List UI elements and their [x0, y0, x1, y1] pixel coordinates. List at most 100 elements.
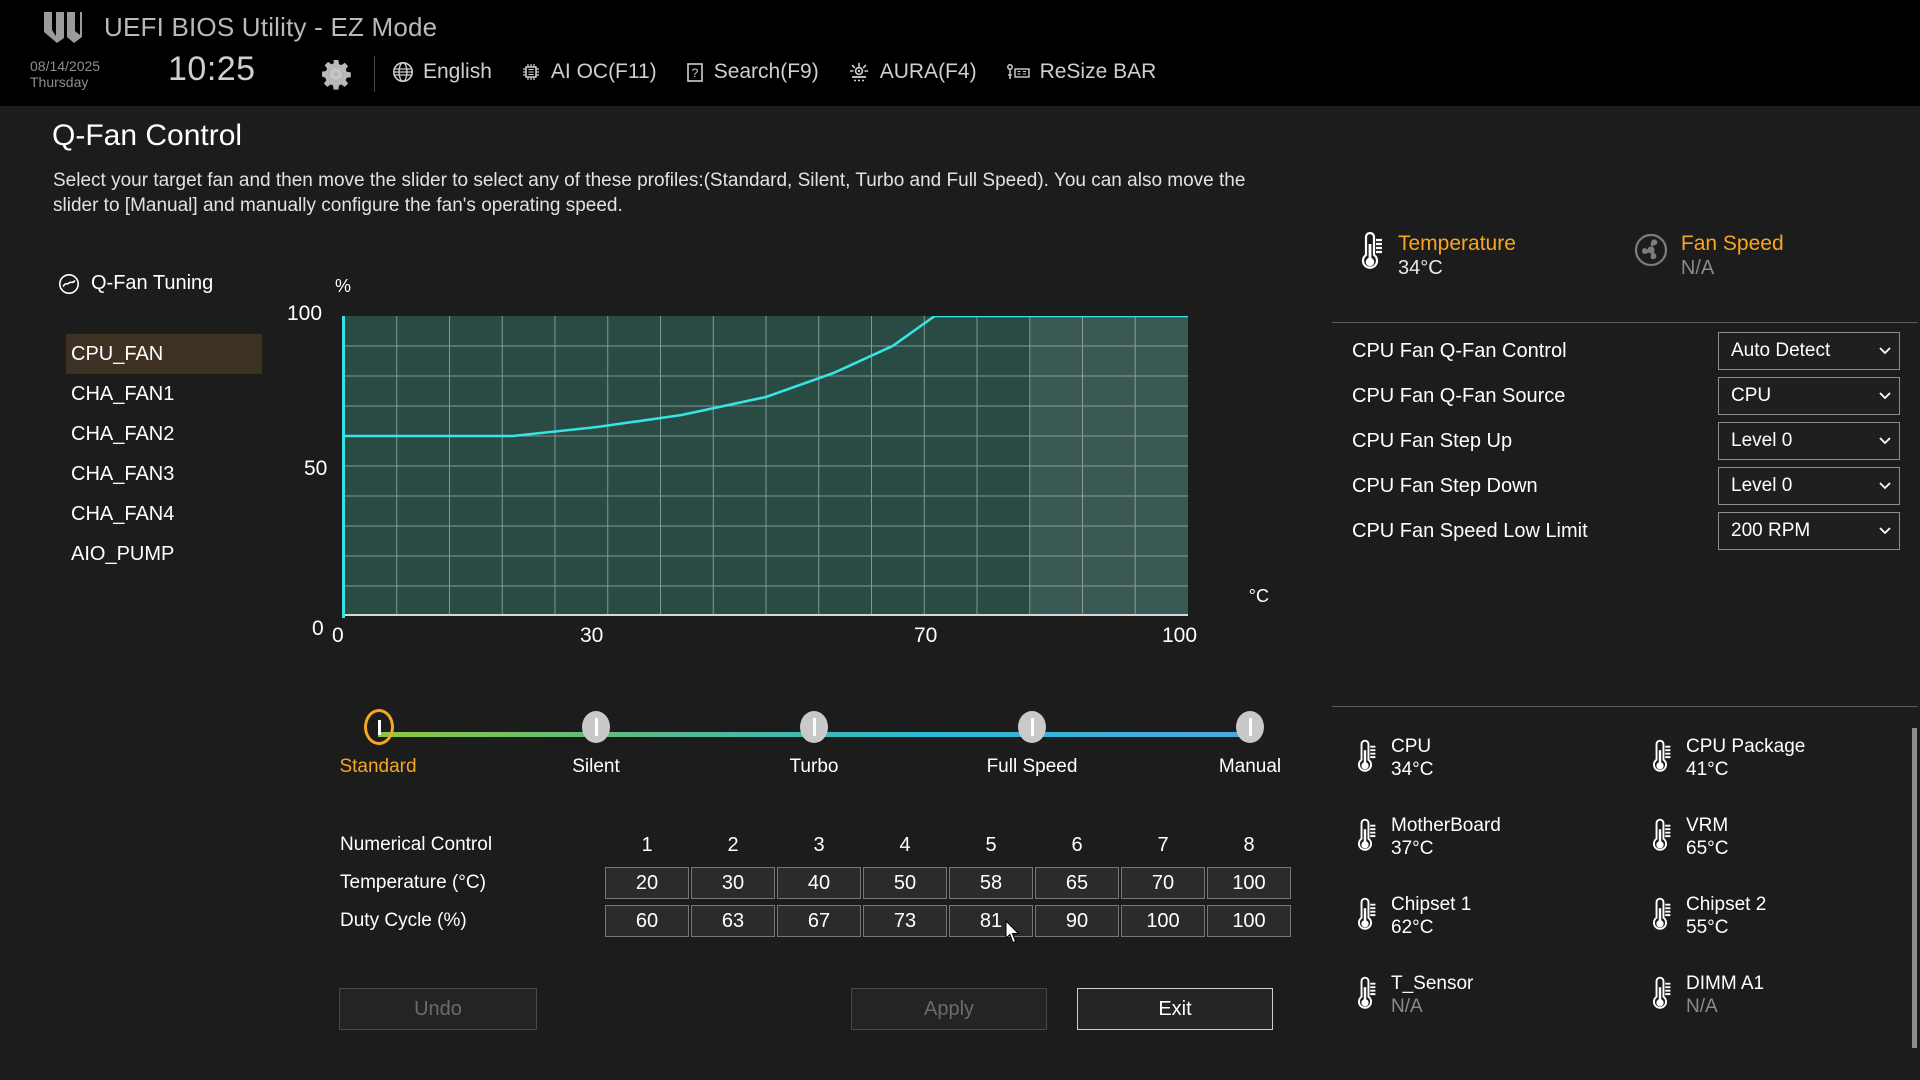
- temperature-input-4[interactable]: 50: [863, 867, 947, 899]
- menu-item-resize-bar[interactable]: ReSize BAR: [1005, 60, 1157, 84]
- select-value: Level 0: [1731, 475, 1793, 496]
- sensor-value: N/A: [1391, 995, 1423, 1017]
- y-tick-100: 100: [287, 302, 323, 325]
- column-header-3: 3: [813, 833, 825, 856]
- menu-label: ReSize BAR: [1039, 60, 1157, 83]
- asus-tuf-logo-icon: [44, 12, 82, 43]
- weekday-label: Thursday: [30, 74, 89, 90]
- sensor-dimm-a1: DIMM A1 N/A: [1625, 955, 1920, 1034]
- slider-label-turbo[interactable]: Turbo: [789, 756, 839, 777]
- x-tick-70: 70: [914, 624, 938, 647]
- fan-item-aio-pump[interactable]: AIO_PUMP: [71, 543, 175, 565]
- slider-knob-standard[interactable]: [364, 709, 394, 745]
- duty-cycle-input-2[interactable]: 63: [691, 905, 775, 937]
- sensor-value: N/A: [1686, 995, 1718, 1017]
- chart-left-axis: [342, 316, 345, 618]
- panel-divider-bottom: [1332, 706, 1918, 707]
- slider-label-full-speed[interactable]: Full Speed: [986, 756, 1078, 777]
- plot-shaded-region: [1030, 316, 1188, 614]
- temperature-input-3[interactable]: 40: [777, 867, 861, 899]
- right-panel: Temperature 34°C Fan Speed N/A CPU Fan Q…: [1330, 0, 1920, 1080]
- setting-label: CPU Fan Step Down: [1352, 475, 1538, 497]
- right-panel-scrollbar[interactable]: [1912, 728, 1917, 1048]
- slider-knob-manual[interactable]: [1236, 711, 1264, 743]
- thermometer-icon: [1357, 818, 1376, 851]
- menu-label: AI OC(F11): [550, 60, 657, 83]
- slider-knob-silent[interactable]: [582, 711, 610, 743]
- gear-icon[interactable]: [320, 58, 352, 90]
- column-header-4: 4: [899, 833, 911, 856]
- menu-item-english[interactable]: English: [392, 60, 492, 84]
- fan-item-cha-fan3[interactable]: CHA_FAN3: [71, 463, 175, 485]
- setting-label: CPU Fan Q-Fan Control: [1352, 340, 1567, 362]
- fan-item-cha-fan1[interactable]: CHA_FAN1: [71, 383, 175, 405]
- fan-item-cpu-fan[interactable]: CPU_FAN: [66, 334, 262, 374]
- temperature-input-7[interactable]: 70: [1121, 867, 1205, 899]
- page-description: Select your target fan and then move the…: [53, 170, 1246, 216]
- sensor-chipset-1: Chipset 1 62°C: [1330, 876, 1625, 955]
- panel-divider-top: [1332, 322, 1918, 323]
- qfan-source-select[interactable]: CPU: [1718, 377, 1900, 415]
- slider-label-silent[interactable]: Silent: [572, 756, 620, 777]
- fan-curve-line: [344, 316, 1188, 438]
- slider-label-manual[interactable]: Manual: [1218, 756, 1282, 777]
- sensor-cpu-package: CPU Package 41°C: [1625, 718, 1920, 797]
- question-box-icon: ?: [686, 63, 703, 82]
- duty-cycle-input-1[interactable]: 60: [605, 905, 689, 937]
- sensor-name: Chipset 1: [1391, 893, 1472, 915]
- fan-speed-stat-title: Fan Speed: [1680, 232, 1784, 255]
- fan-item-cha-fan4[interactable]: CHA_FAN4: [71, 503, 175, 525]
- temperature-stat: Temperature 34°C: [1355, 232, 1516, 280]
- datetime-block: 08/14/2025 Thursday: [30, 58, 150, 90]
- step-up-select[interactable]: Level 0: [1718, 422, 1900, 460]
- slider-knob-full-speed[interactable]: [1018, 711, 1046, 743]
- fan-item-cha-fan2[interactable]: CHA_FAN2: [71, 423, 175, 445]
- sensor-cpu: CPU 34°C: [1330, 718, 1625, 797]
- duty-cycle-input-3[interactable]: 67: [777, 905, 861, 937]
- temperature-input-5[interactable]: 58: [949, 867, 1033, 899]
- menu-label: English: [423, 60, 492, 83]
- slider-label-standard[interactable]: Standard: [339, 756, 417, 777]
- duty-cycle-input-8[interactable]: 100: [1207, 905, 1291, 937]
- thermometer-icon: [1652, 897, 1671, 930]
- chevron-down-icon: [1871, 392, 1899, 400]
- profile-slider[interactable]: Standard Silent Turbo Full Speed Manual: [330, 709, 1281, 792]
- apply-button[interactable]: Apply: [851, 988, 1047, 1030]
- fan-curve-chart[interactable]: % 100 50 0 °C 0: [287, 276, 1269, 647]
- column-header-1: 1: [641, 833, 653, 856]
- duty-cycle-input-6[interactable]: 90: [1035, 905, 1119, 937]
- slider-knob-turbo[interactable]: [800, 711, 828, 743]
- thermometer-icon: [1652, 739, 1671, 772]
- menu-item-ai-oc[interactable]: AI OC(F11): [520, 60, 657, 84]
- fan-icon: [1634, 233, 1667, 267]
- column-header-5: 5: [985, 833, 997, 856]
- aura-lighting-icon: [849, 62, 869, 82]
- x-tick-0: 0: [332, 624, 344, 647]
- duty-cycle-input-4[interactable]: 73: [863, 905, 947, 937]
- menu-item-search[interactable]: ? Search(F9): [685, 60, 819, 84]
- temperature-input-2[interactable]: 30: [691, 867, 775, 899]
- menu-item-aura[interactable]: AURA(F4): [847, 60, 977, 84]
- plot-area[interactable]: [344, 316, 1188, 616]
- speed-low-limit-select[interactable]: 200 RPM: [1718, 512, 1900, 550]
- chevron-down-icon: [1871, 347, 1899, 355]
- temperature-input-6[interactable]: 65: [1035, 867, 1119, 899]
- qfan-control-select[interactable]: Auto Detect: [1718, 332, 1900, 370]
- temperature-input-8[interactable]: 100: [1207, 867, 1291, 899]
- undo-button[interactable]: Undo: [339, 988, 537, 1030]
- monitor-header: Temperature 34°C Fan Speed N/A: [1355, 232, 1784, 280]
- fan-speed-stat: Fan Speed N/A: [1634, 232, 1784, 280]
- thermometer-icon: [1357, 897, 1376, 930]
- y-tick-0: 0: [312, 617, 324, 640]
- qfan-tuning-button[interactable]: Q-Fan Tuning: [58, 272, 213, 295]
- step-down-select[interactable]: Level 0: [1718, 467, 1900, 505]
- sensor-vrm: VRM 65°C: [1625, 797, 1920, 876]
- duty-cycle-input-7[interactable]: 100: [1121, 905, 1205, 937]
- temperature-input-1[interactable]: 20: [605, 867, 689, 899]
- sensor-chipset-2: Chipset 2 55°C: [1625, 876, 1920, 955]
- exit-button[interactable]: Exit: [1077, 988, 1273, 1030]
- fan-list: CPU_FAN CHA_FAN1 CHA_FAN2 CHA_FAN3 CHA_F…: [66, 334, 262, 574]
- duty-cycle-input-5[interactable]: 81: [949, 905, 1033, 937]
- setting-row-step-down: CPU Fan Step Down Level 0: [1330, 465, 1920, 510]
- date-label: 08/14/2025: [30, 58, 101, 74]
